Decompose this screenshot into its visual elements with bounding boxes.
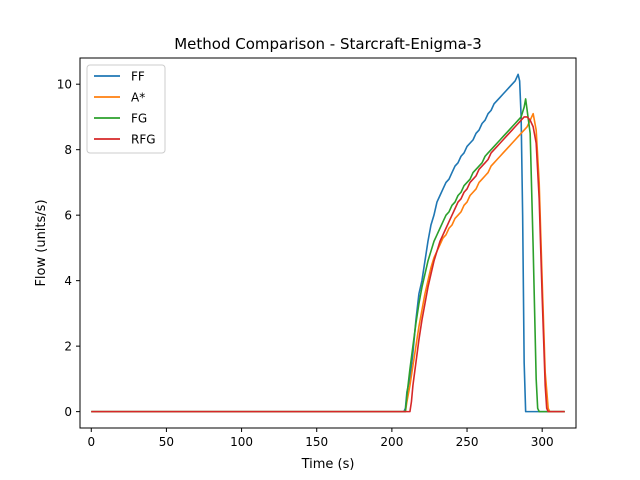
legend-label-rfg: RFG: [131, 133, 156, 147]
x-tick-label: 150: [305, 435, 328, 449]
x-tick-label: 100: [230, 435, 253, 449]
legend-label-a: A*: [131, 91, 145, 105]
y-axis-label: Flow (units/s): [34, 199, 49, 286]
x-axis-label: Time (s): [301, 457, 355, 472]
y-tick-label: 4: [64, 274, 72, 288]
y-tick-label: 2: [64, 340, 72, 354]
x-axis-ticks: 0 50 100 150 200 250 300: [87, 428, 554, 449]
x-tick-label: 0: [87, 435, 95, 449]
y-tick-label: 8: [64, 143, 72, 157]
x-tick-label: 200: [380, 435, 403, 449]
series-lines: [91, 73, 565, 413]
chart-title: Method Comparison - Starcraft-Enigma-3: [174, 35, 482, 53]
x-tick-label: 250: [456, 435, 479, 449]
legend-frame: [86, 64, 166, 154]
axes-frame: [79, 57, 577, 429]
y-tick-label: 6: [64, 209, 72, 223]
x-tick-label: 50: [159, 435, 174, 449]
legend-label-fg: FG: [131, 112, 147, 126]
legend-items: FF A* FG RFG: [94, 70, 156, 147]
series-line-rfg: [91, 116, 565, 413]
series-line-ff: [91, 73, 565, 413]
y-tick-label: 0: [64, 405, 72, 419]
x-tick-label: 300: [531, 435, 554, 449]
legend: FF A* FG RFG: [86, 64, 166, 154]
plot-area: 0 50 100 150 200 250 300 0 2 4 6 8 10: [57, 57, 577, 449]
y-tick-label: 10: [57, 78, 72, 92]
series-line-fg: [91, 98, 565, 413]
legend-label-ff: FF: [131, 70, 145, 84]
y-axis-ticks: 0 2 4 6 8 10: [57, 78, 80, 419]
